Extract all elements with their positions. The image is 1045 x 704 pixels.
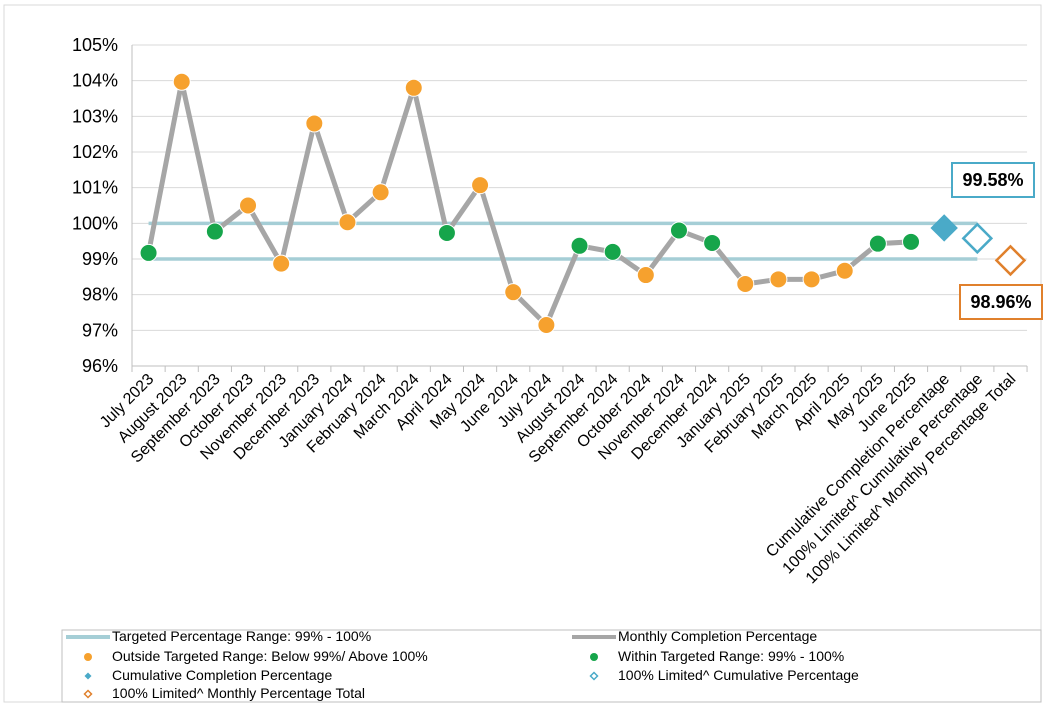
limited-monthly-total-marker: [994, 244, 1027, 277]
within-range-point: [205, 222, 224, 241]
within-range-point: [669, 221, 688, 240]
within-range-point: [139, 243, 158, 262]
legend-label: 100% Limited^ Monthly Percentage Total: [112, 685, 365, 701]
outside-range-point: [471, 176, 490, 195]
legend-item: Cumulative Completion Percentage: [84, 667, 332, 683]
legend-item: 100% Limited^ Monthly Percentage Total: [83, 685, 365, 701]
y-tick-label: 97%: [82, 320, 118, 340]
chart-border: [3, 4, 1042, 703]
outside-range-point: [835, 261, 854, 280]
outside-range-point: [636, 266, 655, 285]
legend-label: Within Targeted Range: 99% - 100%: [618, 648, 844, 664]
outside-range-point: [338, 213, 357, 232]
y-tick-label: 104%: [72, 71, 118, 91]
outside-range-point: [802, 270, 821, 289]
legend-item: Monthly Completion Percentage: [572, 628, 817, 644]
y-tick-label: 96%: [82, 356, 118, 376]
legend-dot-swatch: [84, 653, 92, 661]
y-tick-label: 105%: [72, 35, 118, 55]
legend-diamond-swatch: [83, 689, 93, 699]
legend-label: Monthly Completion Percentage: [618, 628, 817, 644]
legend-label: Cumulative Completion Percentage: [112, 667, 332, 683]
annotation-text: 99.58%: [962, 170, 1023, 190]
annotation-text: 98.96%: [970, 292, 1031, 312]
y-tick-label: 102%: [72, 142, 118, 162]
within-range-point: [437, 223, 456, 242]
cumulative-completion-marker: [930, 214, 958, 242]
cumulative-markers: [930, 214, 1027, 277]
legend-label: Outside Targeted Range: Below 99%/ Above…: [112, 648, 428, 664]
within-range-point: [603, 242, 622, 261]
legend-item: Within Targeted Range: 99% - 100%: [590, 648, 844, 664]
y-axis: 96% 97% 98% 99% 100% 101% 102% 103% 104% 105%: [72, 35, 133, 376]
legend-label: Targeted Percentage Range: 99% - 100%: [112, 628, 371, 644]
outside-range-point: [172, 72, 191, 91]
y-tick-label: 100%: [72, 213, 118, 233]
y-tick-label: 101%: [72, 178, 118, 198]
data-points: [139, 72, 921, 334]
y-tick-label: 103%: [72, 106, 118, 126]
outside-range-point: [371, 183, 390, 202]
legend-item: 100% Limited^ Cumulative Percentage: [589, 667, 859, 683]
legend-box: [61, 629, 1042, 703]
annotation-box: [951, 162, 1035, 198]
annotation-box: [959, 284, 1043, 320]
legend-item: Outside Targeted Range: Below 99%/ Above…: [84, 648, 428, 664]
annotation-label: 99.58%: [951, 162, 1035, 198]
within-range-point: [703, 233, 722, 252]
outside-range-point: [769, 270, 788, 289]
within-range-point: [570, 236, 589, 255]
outside-range-point: [239, 196, 258, 215]
legend-item: Targeted Percentage Range: 99% - 100%: [66, 628, 371, 644]
legend-dot-swatch: [590, 653, 598, 661]
limited-cumulative-marker: [961, 222, 994, 255]
y-tick-label: 98%: [82, 285, 118, 305]
outside-range-point: [404, 78, 423, 97]
outside-range-point: [537, 315, 556, 334]
within-range-point: [902, 232, 921, 251]
y-tick-label: 99%: [82, 249, 118, 269]
within-range-point: [868, 234, 887, 253]
outside-range-point: [305, 114, 324, 133]
annotation-label: 98.96%: [959, 284, 1043, 320]
outside-range-point: [736, 274, 755, 293]
outside-range-point: [504, 283, 523, 302]
outside-range-point: [272, 254, 291, 273]
legend: Targeted Percentage Range: 99% - 100% Mon…: [61, 628, 1042, 703]
legend-diamond-swatch: [84, 672, 92, 680]
legend-label: 100% Limited^ Cumulative Percentage: [618, 667, 859, 683]
legend-diamond-swatch: [589, 671, 599, 681]
annotations: 99.58% 98.96%: [951, 162, 1043, 320]
